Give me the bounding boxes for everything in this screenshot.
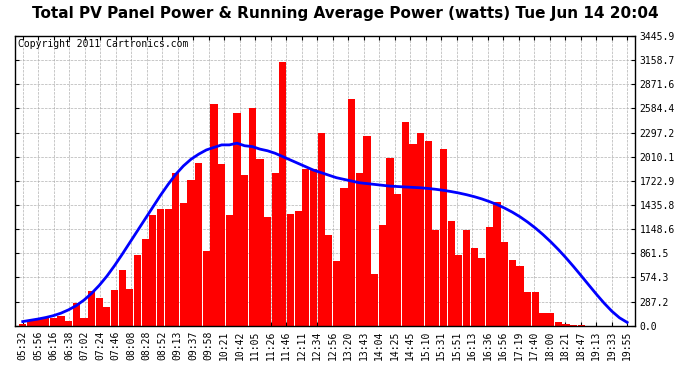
Bar [433, 230, 440, 326]
Bar [42, 318, 49, 326]
Bar [340, 188, 348, 326]
Bar [402, 123, 409, 326]
Bar [532, 292, 539, 326]
Bar [463, 230, 470, 326]
Bar [394, 194, 401, 326]
Bar [226, 215, 233, 326]
Bar [241, 176, 248, 326]
Bar [233, 113, 241, 326]
Bar [65, 321, 72, 326]
Bar [562, 324, 569, 326]
Bar [471, 248, 477, 326]
Bar [96, 298, 103, 326]
Bar [111, 290, 118, 326]
Bar [524, 292, 531, 326]
Bar [325, 235, 333, 326]
Bar [88, 291, 95, 326]
Bar [119, 270, 126, 326]
Bar [424, 141, 432, 326]
Bar [509, 260, 516, 326]
Bar [34, 319, 41, 326]
Bar [149, 214, 157, 326]
Bar [218, 164, 225, 326]
Bar [134, 255, 141, 326]
Bar [486, 227, 493, 326]
Bar [333, 261, 340, 326]
Bar [379, 225, 386, 326]
Bar [287, 214, 294, 326]
Bar [164, 209, 172, 326]
Bar [279, 62, 286, 326]
Bar [409, 144, 417, 326]
Bar [248, 108, 256, 326]
Bar [386, 158, 393, 326]
Bar [157, 209, 164, 326]
Bar [478, 258, 485, 326]
Bar [126, 289, 133, 326]
Bar [516, 266, 524, 326]
Bar [501, 242, 509, 326]
Bar [210, 104, 217, 326]
Bar [188, 180, 195, 326]
Bar [310, 169, 317, 326]
Bar [540, 312, 546, 326]
Bar [19, 324, 26, 326]
Bar [203, 251, 210, 326]
Bar [364, 136, 371, 326]
Bar [264, 217, 271, 326]
Bar [493, 201, 501, 326]
Bar [172, 173, 179, 326]
Bar [272, 173, 279, 326]
Bar [104, 308, 110, 326]
Bar [80, 318, 88, 326]
Bar [417, 133, 424, 326]
Bar [256, 159, 264, 326]
Bar [570, 325, 577, 326]
Text: Total PV Panel Power & Running Average Power (watts) Tue Jun 14 20:04: Total PV Panel Power & Running Average P… [32, 6, 658, 21]
Bar [302, 169, 309, 326]
Bar [195, 164, 202, 326]
Bar [295, 211, 302, 326]
Bar [348, 99, 355, 326]
Bar [356, 173, 363, 326]
Bar [547, 313, 554, 326]
Bar [141, 239, 149, 326]
Bar [180, 203, 187, 326]
Bar [50, 318, 57, 326]
Bar [72, 303, 80, 326]
Bar [27, 320, 34, 326]
Text: Copyright 2011 Cartronics.com: Copyright 2011 Cartronics.com [18, 39, 188, 49]
Bar [317, 133, 325, 326]
Bar [555, 322, 562, 326]
Bar [57, 316, 65, 326]
Bar [455, 255, 462, 326]
Bar [440, 149, 447, 326]
Bar [448, 220, 455, 326]
Bar [371, 274, 378, 326]
